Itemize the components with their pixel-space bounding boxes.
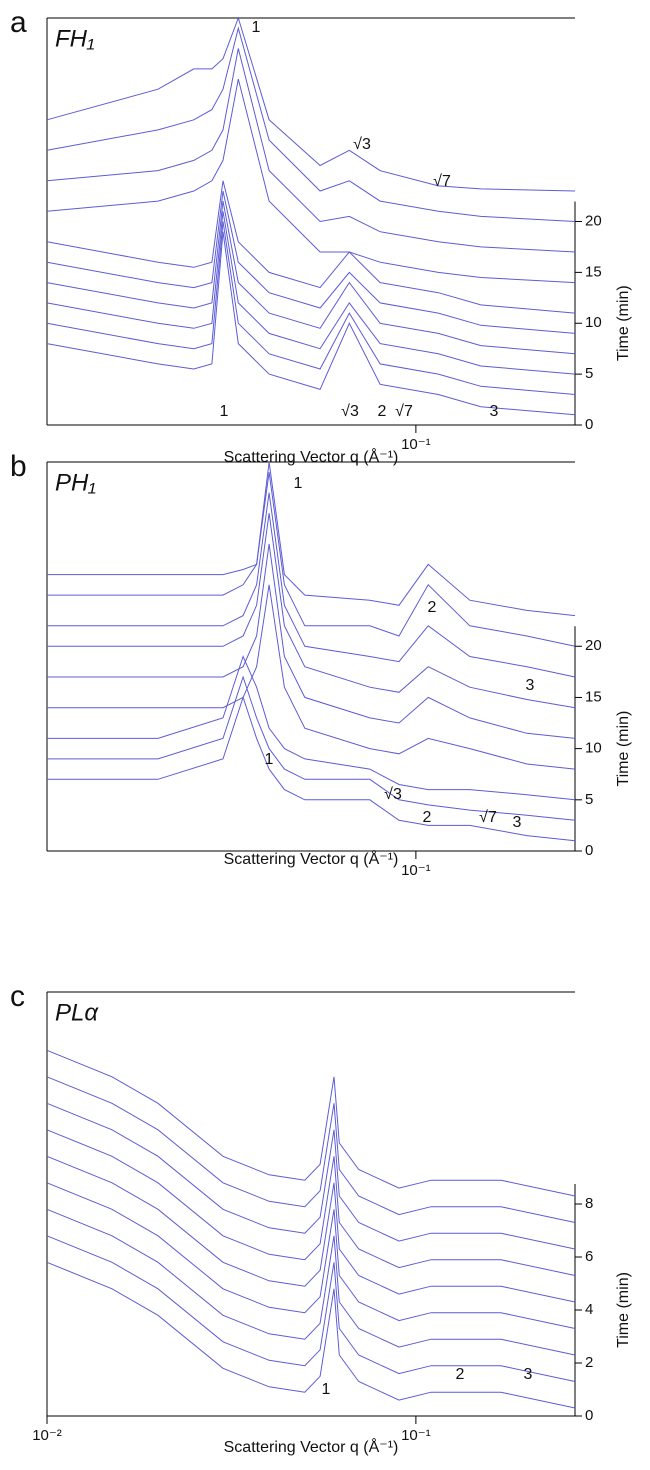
- peak-label: 3: [490, 403, 499, 420]
- peak-label: √7: [395, 403, 413, 420]
- trace: [46, 1076, 576, 1223]
- trace: [46, 48, 576, 253]
- y-tick-label: 5: [585, 791, 593, 808]
- trace: [46, 1261, 576, 1409]
- trace: [46, 180, 576, 314]
- trace: [46, 1129, 576, 1276]
- y-tick-label: 5: [585, 365, 593, 382]
- y-tick-label: 15: [585, 263, 602, 280]
- y-tick-label: 20: [585, 637, 602, 654]
- peak-label: √3: [384, 786, 402, 803]
- x-axis-label: Scattering Vector q (Å⁻¹): [224, 1437, 399, 1456]
- peak-label: 1: [252, 19, 261, 36]
- x-axis-label: Scattering Vector q (Å⁻¹): [224, 447, 399, 466]
- trace: [46, 1182, 576, 1329]
- trace: [47, 584, 576, 770]
- trace: [47, 513, 576, 709]
- trace: [46, 78, 576, 284]
- y-tick-label: 10: [585, 314, 602, 331]
- trace: [47, 695, 576, 842]
- y-axis-label: Time (min): [615, 285, 632, 361]
- y-tick-label: 0: [585, 416, 593, 433]
- y-tick-label: 15: [585, 688, 602, 705]
- x-tick-label: 10⁻²: [32, 1427, 62, 1444]
- peak-label: 2: [378, 403, 387, 420]
- trace: [46, 1155, 576, 1303]
- panel-title: FH₁: [55, 25, 95, 52]
- peak-label: 1: [322, 1381, 331, 1398]
- y-axis-label: Time (min): [615, 711, 632, 787]
- peak-label: √3: [353, 136, 371, 153]
- trace: [46, 190, 576, 334]
- peak-label: √3: [341, 403, 359, 420]
- trace: [46, 1049, 576, 1197]
- y-tick-label: 0: [585, 842, 593, 859]
- y-tick-label: 2: [585, 1354, 593, 1371]
- y-tick-label: 0: [585, 1407, 593, 1424]
- y-tick-label: 4: [585, 1301, 593, 1318]
- trace: [46, 1208, 576, 1356]
- peak-label: 2: [456, 1366, 465, 1383]
- x-tick-label: 10⁻¹: [401, 862, 431, 879]
- trace: [46, 26, 576, 222]
- x-axis-label: Scattering Vector q (Å⁻¹): [224, 849, 399, 868]
- peak-label: 2: [423, 809, 432, 826]
- y-axis-label: Time (min): [615, 1272, 632, 1348]
- panel-letter: a: [10, 6, 27, 39]
- peak-label: 3: [513, 814, 522, 831]
- trace: [46, 211, 576, 375]
- y-tick-label: 20: [585, 212, 602, 229]
- y-tick-label: 8: [585, 1195, 593, 1212]
- trace: [46, 221, 576, 395]
- x-tick-label: 10⁻¹: [401, 1427, 431, 1444]
- trace: [47, 543, 576, 739]
- trace: [47, 675, 576, 821]
- trace: [46, 16, 576, 192]
- panel-letter: b: [10, 450, 27, 483]
- trace: [47, 492, 576, 678]
- panel-title: PLα: [55, 999, 99, 1026]
- trace: [47, 655, 576, 801]
- peak-label: √7: [479, 809, 497, 826]
- peak-label: 1: [294, 475, 303, 492]
- trace: [46, 201, 576, 355]
- y-tick-label: 10: [585, 740, 602, 757]
- panel-title: PH₁: [55, 469, 96, 496]
- x-tick-label: 10⁻¹: [401, 436, 431, 453]
- peak-label: 3: [526, 677, 535, 694]
- peak-label: 1: [220, 403, 229, 420]
- panel-letter: c: [10, 980, 25, 1013]
- trace: [47, 472, 576, 647]
- trace: [46, 1235, 576, 1382]
- peak-label: 3: [524, 1366, 533, 1383]
- y-tick-label: 6: [585, 1248, 593, 1265]
- peak-label: 2: [428, 599, 437, 616]
- peak-label: 1: [265, 751, 274, 768]
- peak-label: √7: [433, 173, 451, 190]
- trace: [46, 231, 576, 416]
- trace: [46, 1102, 576, 1250]
- trace: [47, 461, 576, 617]
